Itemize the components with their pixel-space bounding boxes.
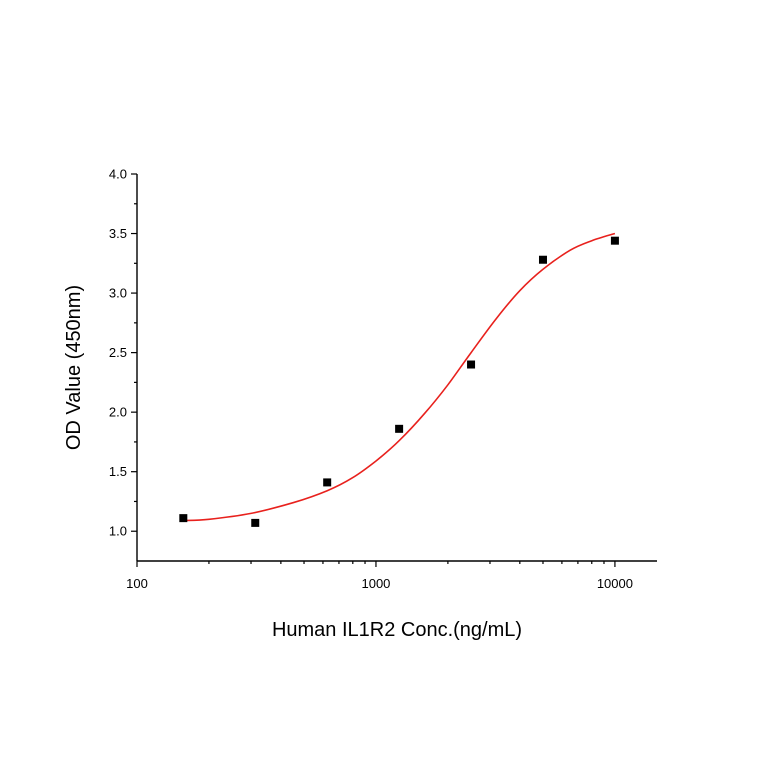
x-tick-label: 1000 <box>361 576 390 591</box>
y-tick-label: 3.0 <box>109 286 127 301</box>
axes <box>136 174 657 562</box>
data-point <box>179 514 188 523</box>
y-ticks: 1.0 1.5 2.0 2.5 3.0 3.5 4.0 <box>109 167 137 539</box>
points-layer <box>179 236 619 527</box>
y-tick-label: 2.5 <box>109 345 127 360</box>
data-point <box>538 255 547 264</box>
x-axis-title: Human IL1R2 Conc.(ng/mL) <box>272 619 522 641</box>
x-tick-label: 100 <box>126 576 148 591</box>
y-tick-label: 1.5 <box>109 464 127 479</box>
x-tick-label: 10000 <box>597 576 633 591</box>
y-tick-label: 1.0 <box>109 524 127 539</box>
y-tick-label: 4.0 <box>109 167 127 182</box>
fit-curve <box>183 232 616 522</box>
data-point <box>323 478 332 487</box>
data-point <box>395 424 404 433</box>
x-ticks: 100 1000 10000 <box>126 561 633 591</box>
y-axis-title: OD Value (450nm) <box>63 285 85 450</box>
data-point <box>251 518 260 527</box>
y-tick-label: 2.0 <box>109 405 127 420</box>
data-point <box>467 360 476 369</box>
data-point <box>610 236 619 245</box>
fit-layer <box>183 232 616 522</box>
y-tick-label: 3.5 <box>109 226 127 241</box>
